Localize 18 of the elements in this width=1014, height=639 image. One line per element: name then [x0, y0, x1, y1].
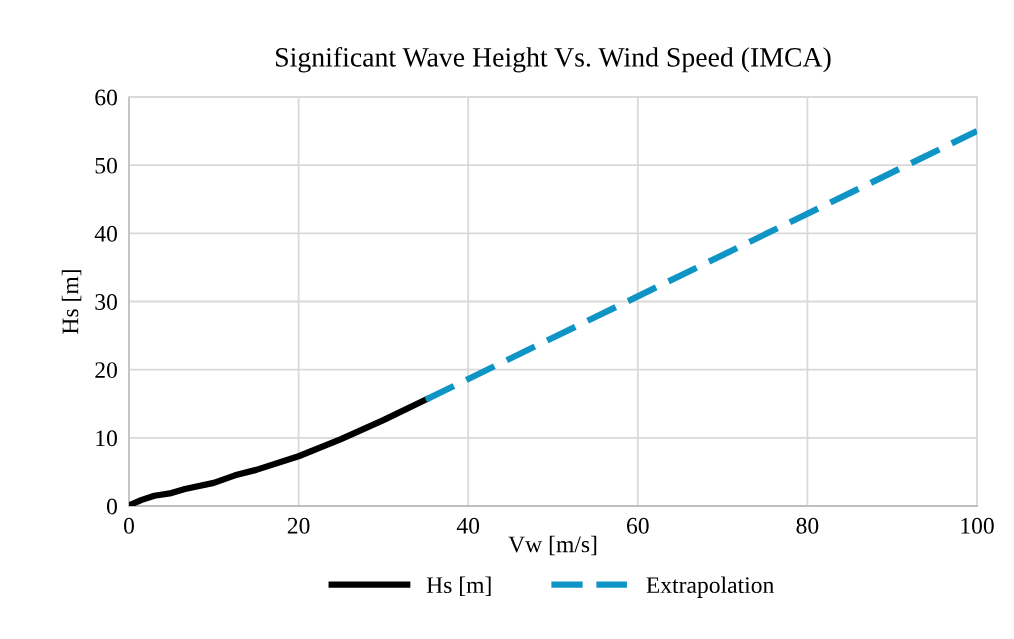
- y-tick-label: 50: [95, 157, 117, 174]
- legend-label: Extrapolation: [646, 576, 774, 598]
- x-tick-label: 20: [287, 517, 310, 534]
- x-tick-label: 0: [124, 517, 134, 534]
- y-tick-label: 20: [95, 362, 117, 379]
- x-tick-label: 40: [456, 517, 480, 534]
- y-tick-label: 30: [95, 293, 117, 310]
- y-tick-label: 40: [94, 225, 117, 242]
- chart-title: Significant Wave Height Vs. Wind Speed (IMCA): [276, 46, 831, 73]
- x-tick-label: 60: [627, 517, 649, 534]
- x-tick-label: 100: [961, 517, 994, 534]
- y-tick-label: 10: [96, 430, 117, 447]
- y-tick-label: 60: [95, 89, 117, 106]
- legend-label: Hs [m]: [426, 576, 491, 597]
- x-axis-title: Vw [m/s]: [508, 535, 597, 556]
- y-tick-label: 0: [106, 498, 117, 515]
- y-axis-title: Hs [m]: [61, 270, 82, 334]
- x-tick-label: 80: [796, 517, 819, 534]
